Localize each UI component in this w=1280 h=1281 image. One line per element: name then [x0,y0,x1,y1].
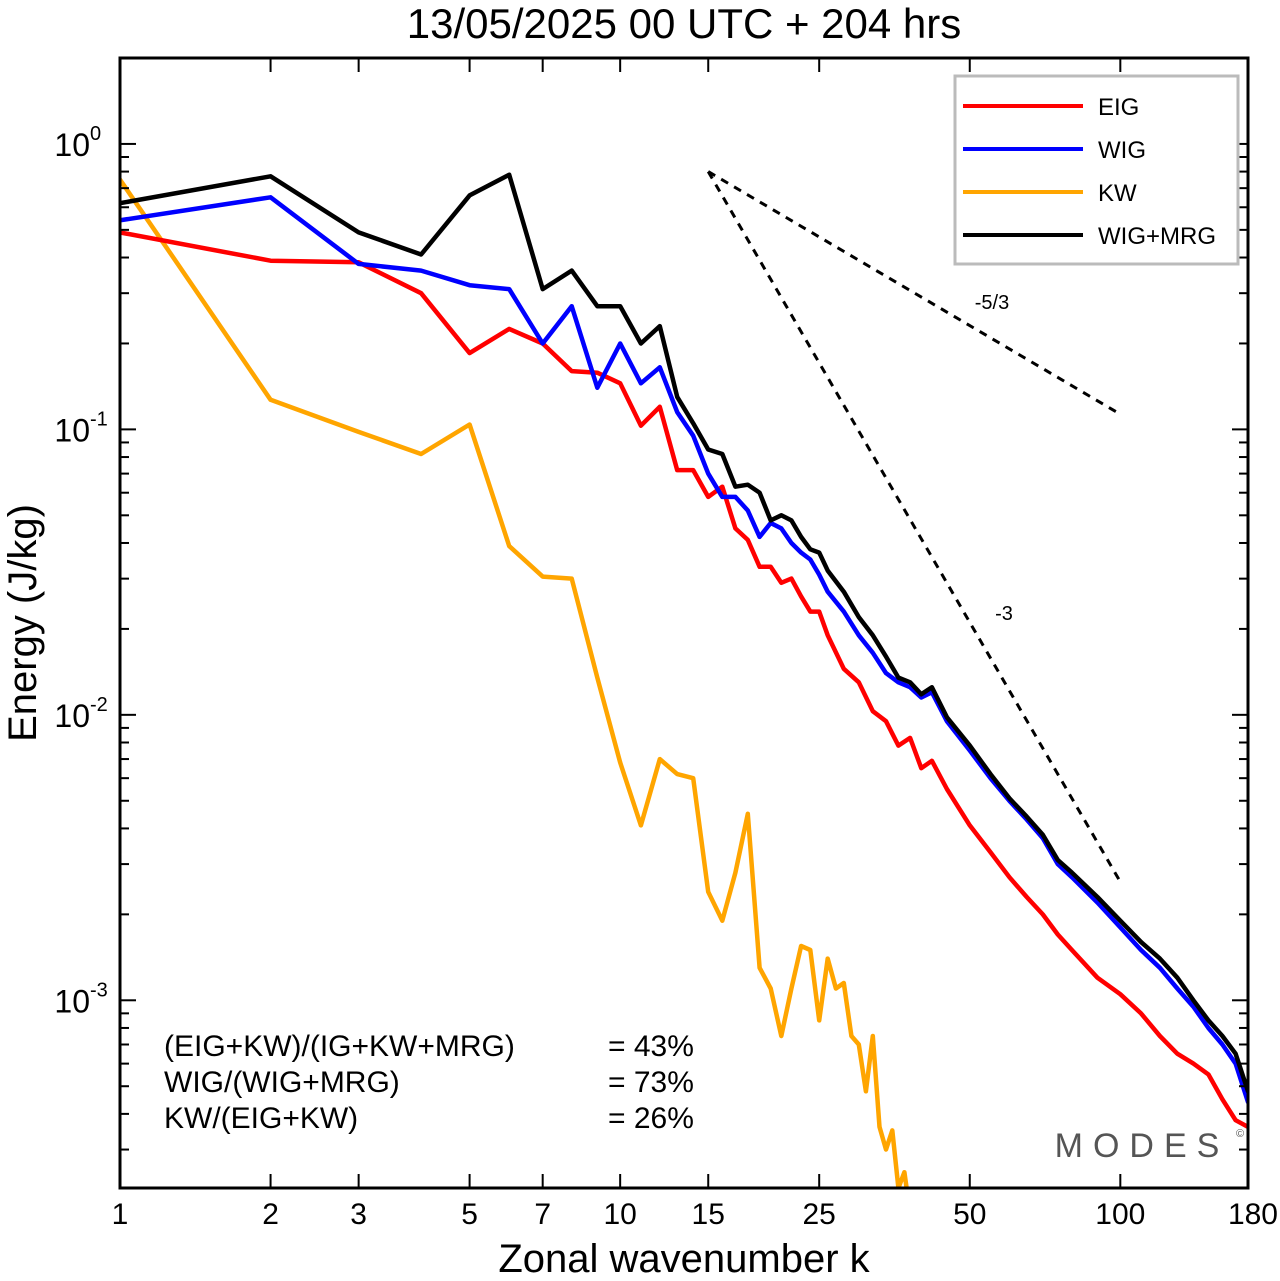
reference-line-minus-three [706,170,1122,883]
ratio-annotations: (EIG+KW)/(IG+KW+MRG) = 43% WIG/(WIG+MRG) = … [164,1030,694,1135]
annotation-value: = 73% [608,1066,694,1099]
x-tick-label: 25 [803,1198,836,1231]
legend: EIG WIG KW WIG+MRG [953,74,1240,266]
series-line-eig [120,230,1248,1130]
annotation-value: = 26% [608,1102,694,1135]
watermark-text: MODES [1055,1127,1230,1165]
x-tick-label: 50 [953,1198,986,1231]
x-axis-label: Zonal wavenumber k [498,1237,870,1281]
series-line-wig-mrg [120,172,1248,1094]
legend-label: KW [1098,180,1137,207]
slope-label-five-thirds: -5/3 [975,292,1009,314]
reference-line-five-thirds [707,170,1122,416]
y-tick-exponent: -3 [90,979,108,1001]
reference-slope-lines [706,170,1122,883]
y-tick-exponent: -2 [90,694,108,716]
x-tick-label: 2 [262,1198,279,1231]
plot-frame [118,56,1250,1190]
x-tick-label: 7 [534,1198,551,1231]
y-tick-exponent: -1 [90,408,108,430]
y-tick-exponent: 0 [90,123,101,145]
x-tick-label: 5 [461,1198,478,1231]
y-tick-label: 10 [54,127,90,163]
legend-label: EIG [1098,94,1139,121]
series-line-kw [120,177,909,1188]
x-tick-label: 15 [692,1198,725,1231]
y-axis-label: Energy (J/kg) [1,504,45,742]
annotation-label: WIG/(WIG+MRG) [164,1066,400,1099]
x-axis: 1 2 3 5 7 10 15 25 50 100 180 [112,58,1278,1231]
copyright-symbol: © [1236,1128,1244,1140]
slope-label-minus-three: -3 [995,603,1013,625]
series-lines [120,172,1248,1188]
annotation-value: = 43% [608,1030,694,1063]
x-tick-label: 180 [1228,1198,1278,1231]
y-tick-label: 10 [54,983,90,1019]
annotation-label: KW/(EIG+KW) [164,1102,358,1135]
legend-label: WIG+MRG [1098,223,1216,250]
x-tick-label: 10 [603,1198,636,1231]
chart-title: 13/05/2025 00 UTC + 204 hrs [407,0,962,47]
x-tick-label: 1 [112,1198,129,1231]
x-tick-label: 100 [1095,1198,1145,1231]
legend-label: WIG [1098,137,1146,164]
y-tick-label: 10 [54,698,90,734]
y-tick-label: 10 [54,412,90,448]
series-line-wig [120,195,1248,1105]
x-tick-label: 3 [350,1198,367,1231]
annotation-label: (EIG+KW)/(IG+KW+MRG) [164,1030,515,1063]
